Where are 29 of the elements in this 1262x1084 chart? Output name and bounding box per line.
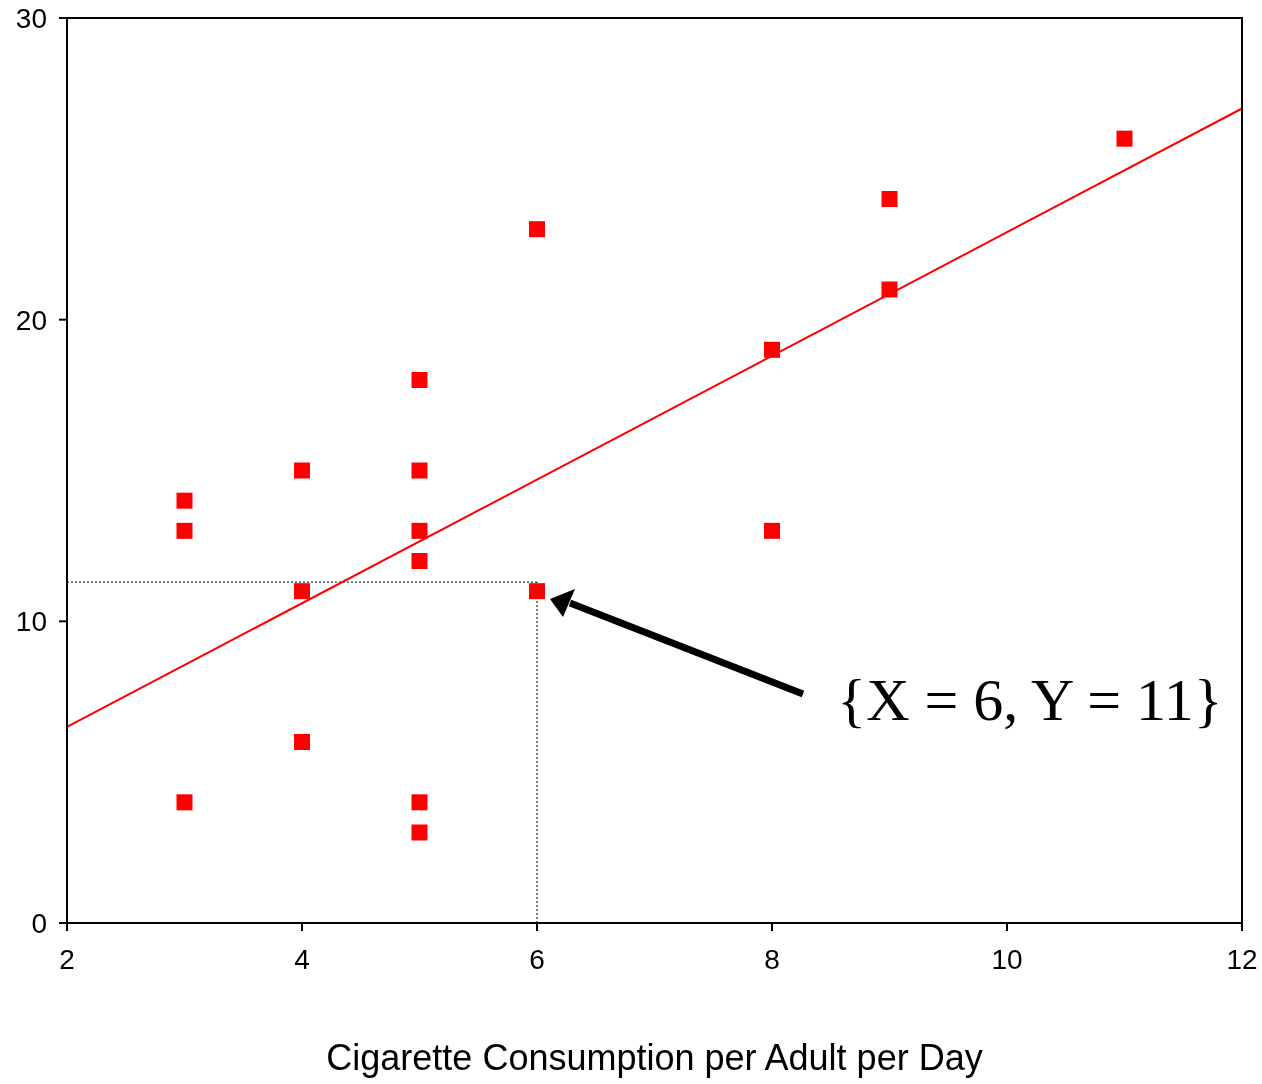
point	[529, 583, 545, 600]
point	[764, 522, 780, 539]
point	[411, 794, 428, 811]
point	[176, 522, 193, 539]
point	[411, 824, 428, 841]
point	[881, 191, 898, 207]
point	[294, 734, 310, 750]
annotation: {X = 6, Y = 11}	[837, 667, 1223, 733]
x-tick-label: 8	[764, 944, 780, 975]
x-tick-label: 4	[294, 944, 310, 975]
y-tick-label: 10	[15, 606, 47, 638]
x-axis-title: Cigarette Consumption per Adult per Day	[326, 1037, 983, 1078]
x-tick-label: 6	[529, 944, 545, 975]
point	[1116, 130, 1133, 147]
point	[176, 492, 193, 509]
point	[176, 794, 193, 811]
point	[411, 372, 428, 388]
x-tick-label: 12	[1226, 944, 1258, 975]
y-tick-label: 20	[15, 304, 47, 336]
point	[411, 522, 428, 539]
point	[294, 462, 310, 479]
point	[294, 583, 310, 600]
x-tick-label: 10	[991, 944, 1023, 975]
point	[411, 462, 428, 479]
point	[411, 553, 428, 569]
point	[529, 221, 545, 238]
x-tick-label: 2	[59, 944, 75, 975]
y-tick-label: 30	[15, 3, 47, 34]
y-tick-label: 0	[31, 908, 47, 939]
